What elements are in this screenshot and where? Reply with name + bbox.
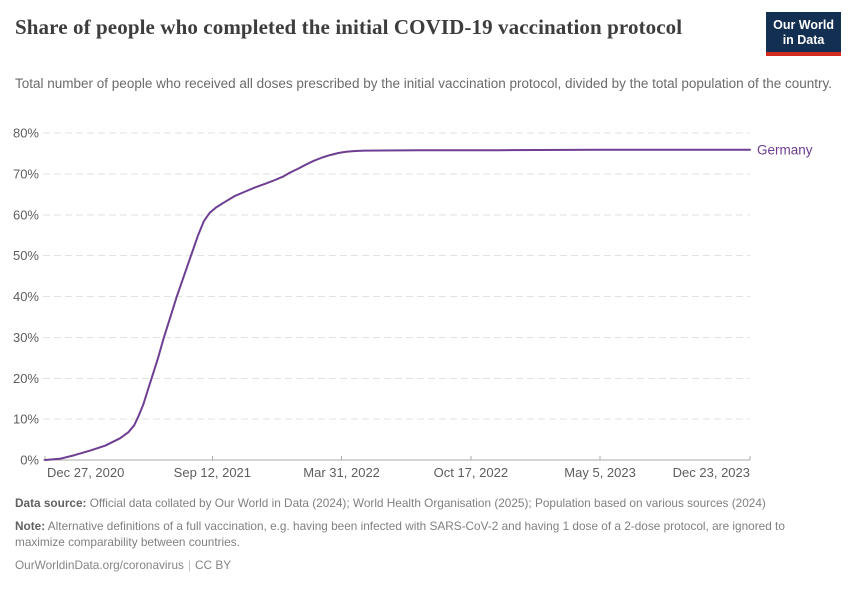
data-source-line: Data source: Official data collated by O… bbox=[15, 495, 795, 511]
series-line-germany bbox=[44, 148, 751, 461]
y-axis-tick-label: 30% bbox=[13, 330, 39, 345]
y-axis-tick-label: 20% bbox=[13, 371, 39, 386]
footer-divider: | bbox=[187, 558, 192, 572]
y-axis-tick-label: 60% bbox=[13, 207, 39, 222]
note-line: Note: Alternative definitions of a full … bbox=[15, 518, 795, 550]
chart-title: Share of people who completed the initia… bbox=[15, 15, 683, 39]
owid-logo-line1: Our World bbox=[773, 18, 834, 32]
y-axis-tick-label: 40% bbox=[13, 289, 39, 304]
note-label: Note: bbox=[15, 519, 46, 533]
chart-subtitle: Total number of people who received all … bbox=[15, 76, 832, 91]
series-label-germany: Germany bbox=[757, 142, 813, 157]
license-link[interactable]: CC BY bbox=[195, 558, 232, 572]
x-axis-tick-label: Dec 27, 2020 bbox=[47, 465, 124, 480]
owid-logo: Our World in Data bbox=[766, 12, 841, 56]
x-axis-tick-label: Sep 12, 2021 bbox=[174, 465, 251, 480]
chart-footer: Data source: Official data collated by O… bbox=[15, 495, 795, 580]
y-axis-tick-label: 80% bbox=[13, 126, 39, 141]
x-axis-tick-label: Mar 31, 2022 bbox=[303, 465, 380, 480]
x-axis-tick-label: Oct 17, 2022 bbox=[434, 465, 508, 480]
footer-links: OurWorldinData.org/coronavirus | CC BY bbox=[15, 557, 795, 573]
note-text: Alternative definitions of a full vaccin… bbox=[15, 519, 785, 549]
x-axis-tick-label: Dec 23, 2023 bbox=[673, 465, 750, 480]
vaccination-line-chart: 0% 10% 20% 30% 40% 50% 60% 70% 80% Dec 27, 2020 Se… bbox=[13, 126, 813, 481]
y-axis-tick-label: 70% bbox=[13, 166, 39, 181]
y-axis-tick-label: 0% bbox=[20, 453, 39, 468]
data-source-label: Data source: bbox=[15, 496, 87, 510]
owid-url-link[interactable]: OurWorldinData.org/coronavirus bbox=[15, 558, 184, 572]
y-axis-tick-label: 10% bbox=[13, 412, 39, 427]
y-axis-tick-label: 50% bbox=[13, 248, 39, 263]
x-axis-tick-label: May 5, 2023 bbox=[564, 465, 636, 480]
owid-logo-line2: in Data bbox=[782, 33, 825, 47]
data-source-text: Official data collated by Our World in D… bbox=[89, 496, 766, 510]
